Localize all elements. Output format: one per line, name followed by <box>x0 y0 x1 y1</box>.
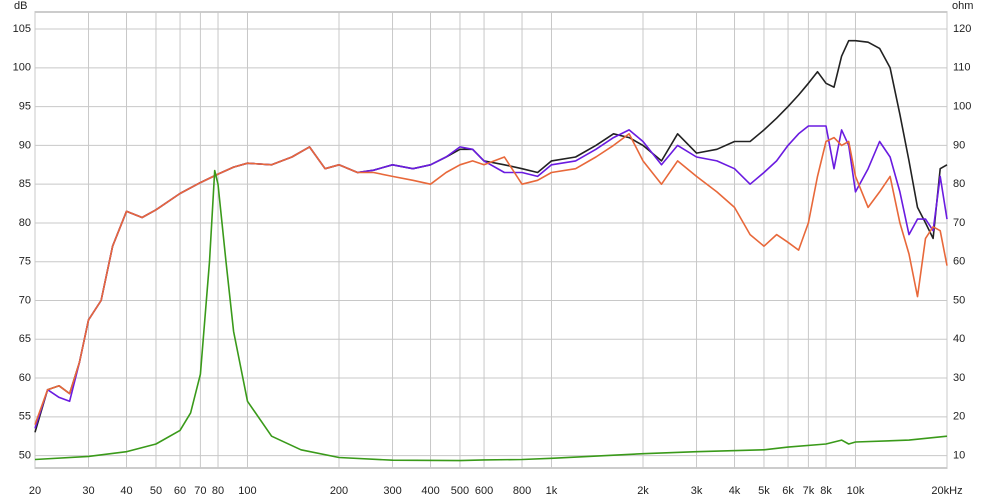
y-tick-label: 90 <box>19 139 31 151</box>
x-tick-label: 70 <box>194 485 206 497</box>
y2-tick-label: 30 <box>953 372 965 384</box>
x-tick-label: 600 <box>475 485 493 497</box>
x-tick-label: 60 <box>174 485 186 497</box>
x-tick-label: 20kHz <box>931 485 962 497</box>
y2-tick-label: 80 <box>953 178 965 190</box>
x-tick-label: 3k <box>691 485 703 497</box>
y-tick-label: 55 <box>19 411 31 423</box>
y-tick-label: 100 <box>13 62 31 74</box>
x-tick-label: 4k <box>729 485 741 497</box>
x-tick-label: 10k <box>847 485 865 497</box>
y-tick-label: 80 <box>19 217 31 229</box>
x-tick-label: 400 <box>421 485 439 497</box>
y-tick-label: 70 <box>19 294 31 306</box>
x-tick-label: 800 <box>513 485 531 497</box>
series-line <box>34 169 948 462</box>
y2-tick-label: 40 <box>953 333 965 345</box>
x-tick-label: 30 <box>82 485 94 497</box>
y-tick-label: 85 <box>19 178 31 190</box>
y2-tick-label: 70 <box>953 217 965 229</box>
x-tick-label: 2k <box>637 485 649 497</box>
y2-tick-label: 10 <box>953 449 965 461</box>
x-tick-label: 8k <box>820 485 832 497</box>
y2-tick-label: 110 <box>953 62 971 74</box>
x-tick-label: 80 <box>212 485 224 497</box>
x-tick-label: 50 <box>150 485 162 497</box>
x-tick-label: 6k <box>782 485 794 497</box>
y2-tick-label: 50 <box>953 294 965 306</box>
y-tick-label: 60 <box>19 372 31 384</box>
x-tick-label: 5k <box>758 485 770 497</box>
x-tick-label: 40 <box>120 485 132 497</box>
y-tick-label: 65 <box>19 333 31 345</box>
y-axis-label: dB <box>14 0 27 12</box>
y2-tick-label: 100 <box>953 101 971 113</box>
x-tick-label: 1k <box>546 485 558 497</box>
x-tick-label: 200 <box>330 485 348 497</box>
series-line <box>34 133 948 425</box>
plot-area <box>34 11 948 469</box>
y-tick-label: 50 <box>19 449 31 461</box>
y2-tick-label: 20 <box>953 411 965 423</box>
y-tick-label: 95 <box>19 101 31 113</box>
y2-tick-label: 90 <box>953 139 965 151</box>
x-tick-label: 300 <box>383 485 401 497</box>
y2-axis-label: ohm <box>952 0 973 12</box>
x-tick-label: 7k <box>803 485 815 497</box>
y-tick-label: 75 <box>19 256 31 268</box>
y-tick-label: 105 <box>13 23 31 35</box>
y2-tick-label: 120 <box>953 23 971 35</box>
x-tick-label: 20 <box>29 485 41 497</box>
x-tick-label: 100 <box>238 485 256 497</box>
x-tick-label: 500 <box>451 485 469 497</box>
y2-tick-label: 60 <box>953 256 965 268</box>
